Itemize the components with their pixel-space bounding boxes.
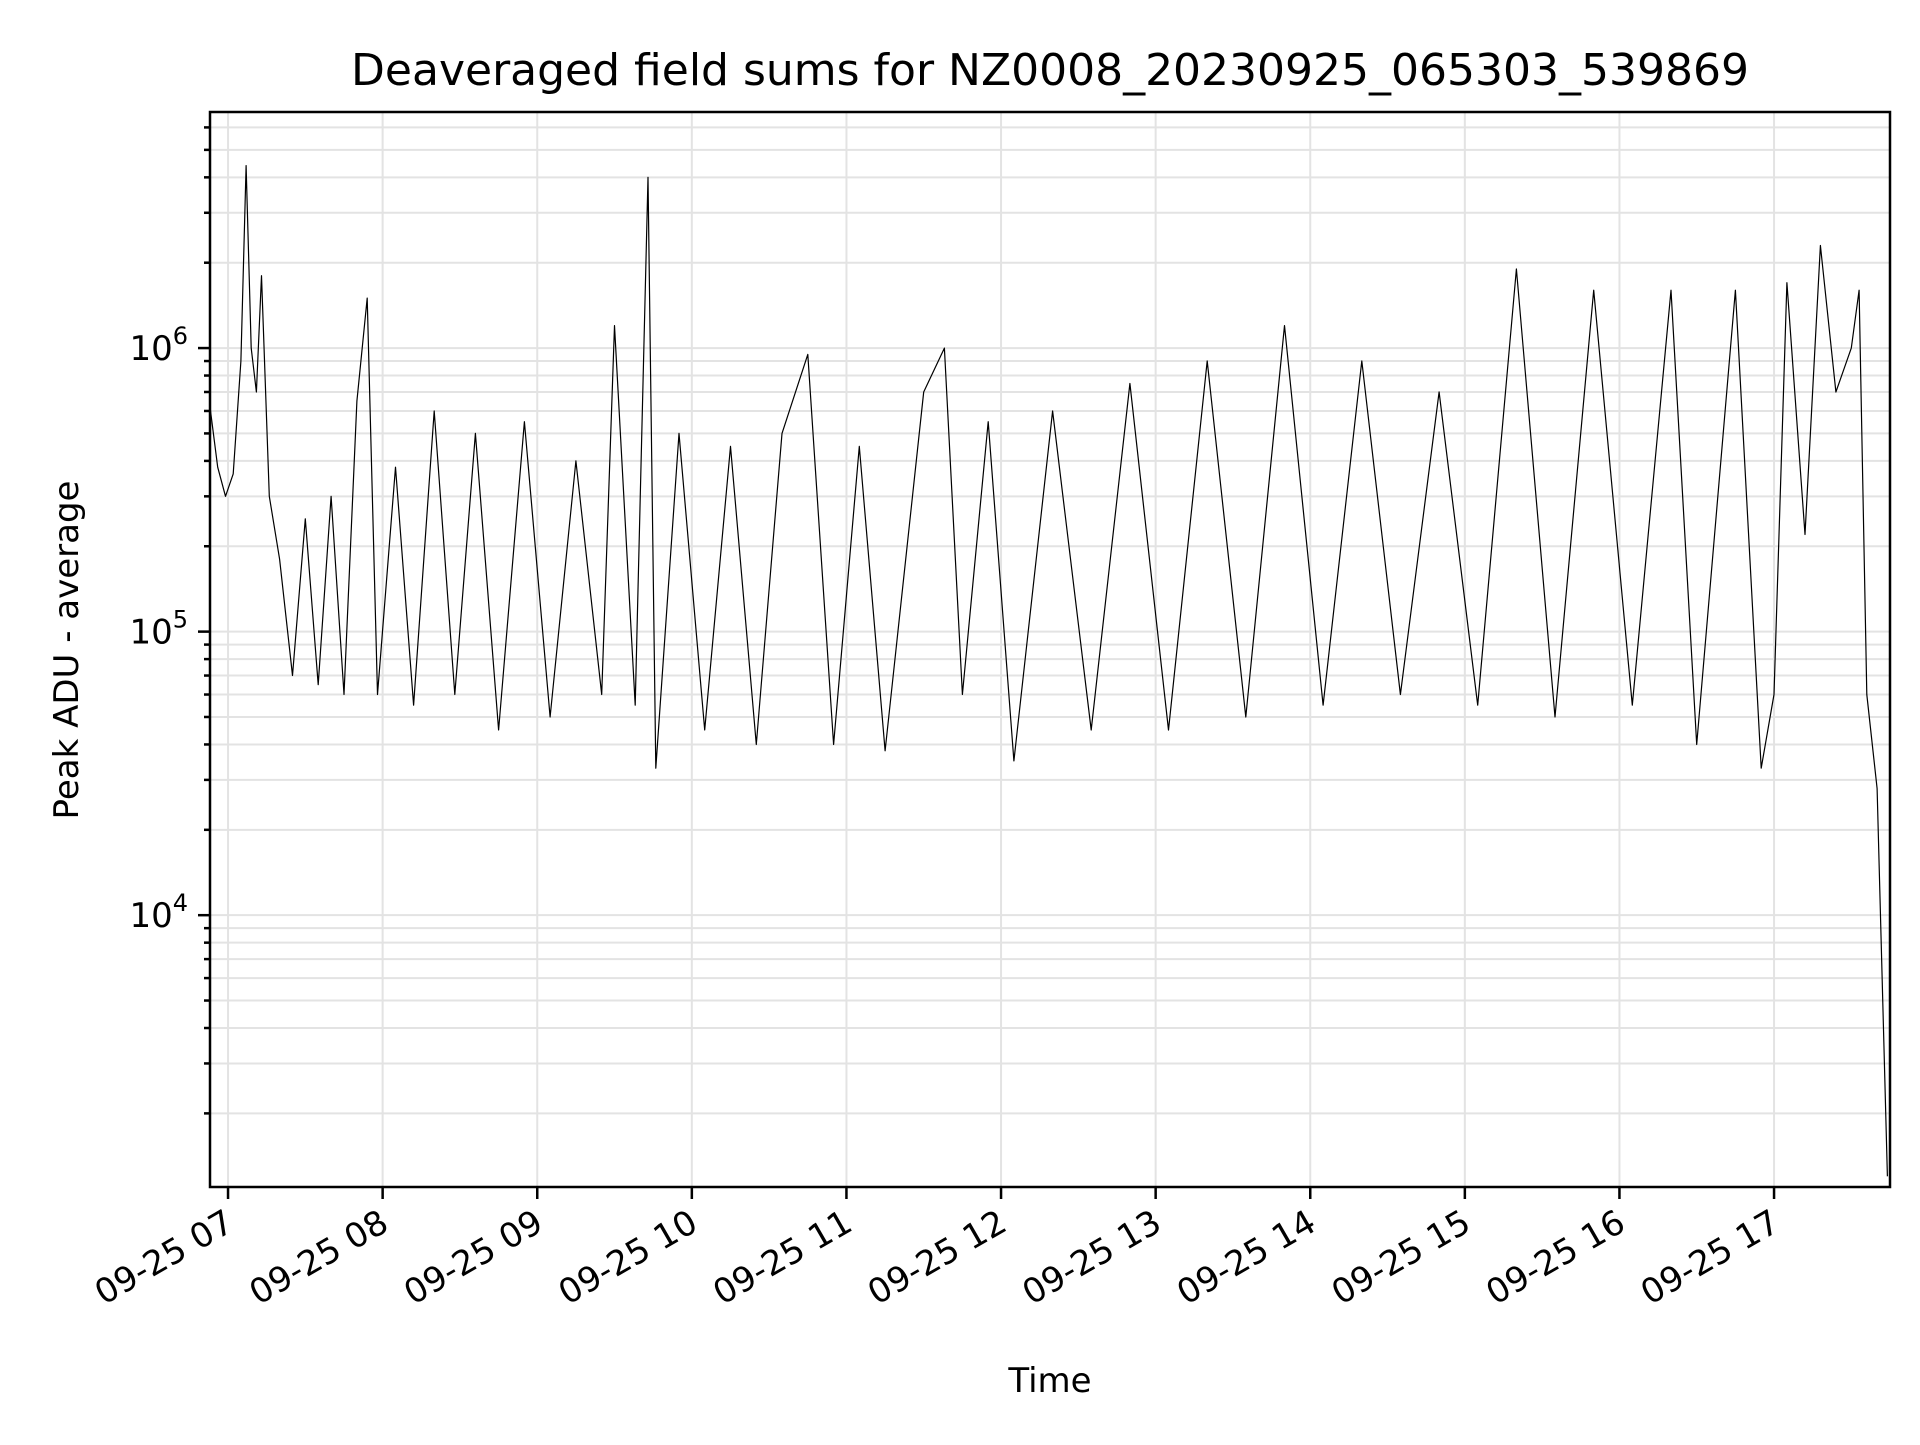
chart-title: Deaveraged field sums for NZ0008_2023092… [351,45,1749,96]
x-tick-label: 09-25 08 [243,1202,395,1313]
series-layer [209,165,1888,1177]
x-tick-label: 09-25 15 [1325,1202,1477,1313]
x-tick-label: 09-25 10 [552,1202,704,1313]
x-tick-label: 09-25 13 [1016,1202,1168,1313]
y-tick-label: 106 [129,322,188,369]
x-tick-label: 09-25 12 [861,1202,1013,1313]
y-tick-label: 104 [129,889,188,936]
x-tick-label: 09-25 07 [88,1202,240,1313]
x-axis-label: Time [1007,1361,1091,1401]
grid [210,112,1890,1187]
x-tick-label: 09-25 14 [1170,1202,1322,1313]
x-tick-label: 09-25 16 [1480,1202,1632,1313]
plot-frame [208,110,1892,1189]
x-tick-label: 09-25 17 [1634,1202,1786,1313]
series-line [209,165,1888,1177]
x-tick-label: 09-25 11 [707,1202,859,1313]
y-axis-label: Peak ADU - average [47,481,87,820]
x-tick-label: 09-25 09 [397,1202,549,1313]
y-tick-label: 105 [129,606,188,653]
